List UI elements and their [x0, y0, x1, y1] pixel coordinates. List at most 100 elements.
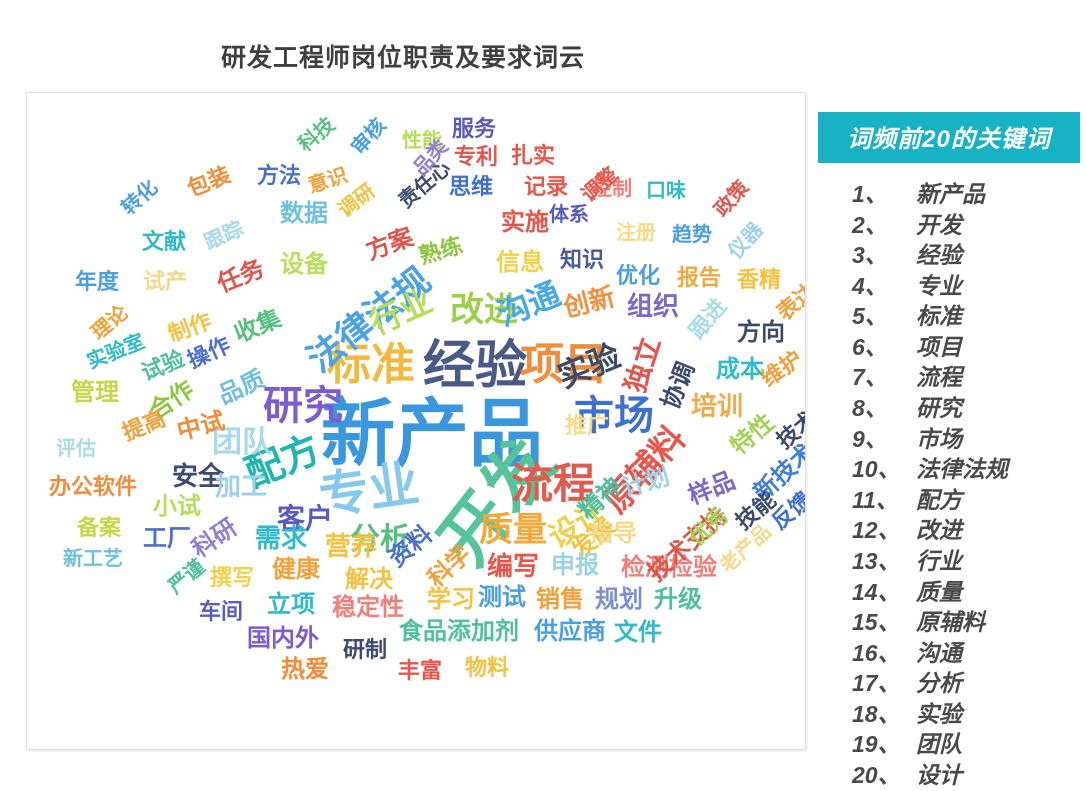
- wordcloud-word: 撰写: [210, 565, 255, 590]
- keyword-rank: 20、: [852, 761, 901, 788]
- wordcloud-word: 食品添加剂: [399, 618, 519, 645]
- wordcloud-word: 销售: [536, 586, 584, 613]
- wordcloud-word: 改进: [450, 291, 518, 329]
- keyword-list-item[interactable]: 9、 市场: [818, 424, 1080, 455]
- keyword-term: 设计: [916, 761, 962, 788]
- wordcloud-word: 科研: [187, 513, 243, 564]
- wordcloud-word: 创新: [560, 281, 618, 323]
- keyword-list-item[interactable]: 15、 原辅料: [818, 607, 1080, 638]
- wordcloud-word: 营养: [325, 531, 378, 561]
- keyword-list-item[interactable]: 12、 改进: [818, 515, 1080, 546]
- keyword-list-item[interactable]: 16、 沟通: [818, 638, 1080, 669]
- keyword-term: 实验: [916, 700, 962, 727]
- wordcloud-word: 国内外: [247, 625, 319, 652]
- wordcloud-word: 检测检验: [621, 554, 717, 581]
- keyword-list-item[interactable]: 10、 法律法规: [818, 454, 1080, 485]
- wordcloud-word: 实验室: [84, 330, 148, 374]
- keyword-list-item[interactable]: 19、 团队: [818, 729, 1080, 760]
- wordcloud-word: 扎实: [511, 143, 556, 168]
- keyword-list-item[interactable]: 4、 专业: [818, 271, 1080, 302]
- keyword-term: 项目: [916, 333, 962, 360]
- keyword-rank: 6、: [852, 333, 888, 360]
- keyword-list-item[interactable]: 13、 行业: [818, 546, 1080, 577]
- page-title: 研发工程师岗位职责及要求词云: [220, 44, 585, 72]
- wordcloud-word: 市场: [574, 394, 654, 438]
- keyword-rank: 17、: [852, 670, 901, 697]
- wordcloud-word: 研制: [343, 637, 388, 662]
- wordcloud-word: 文献: [142, 229, 187, 254]
- keyword-list-item[interactable]: 8、 研究: [818, 393, 1080, 424]
- wordcloud-word: 记录: [524, 174, 569, 199]
- wordcloud-word: 小试: [153, 493, 201, 520]
- keyword-term: 研究: [916, 395, 962, 422]
- wordcloud-word: 热爱: [281, 656, 329, 683]
- wordcloud-word: 车间: [199, 599, 244, 624]
- keyword-list-item[interactable]: 20、 设计: [818, 760, 1080, 791]
- wordcloud-word: 文件: [614, 619, 662, 646]
- keyword-list-item[interactable]: 6、 项目: [818, 332, 1080, 363]
- keyword-rank: 9、: [852, 425, 888, 452]
- wordcloud-word: 升级: [654, 586, 702, 613]
- keyword-rank: 8、: [852, 395, 888, 422]
- wordcloud-word: 备案: [77, 515, 122, 540]
- keyword-list-item[interactable]: 5、 标准: [818, 301, 1080, 332]
- wordcloud-word: 规划: [595, 586, 643, 613]
- keyword-list-item[interactable]: 14、 质量: [818, 577, 1080, 608]
- wordcloud-word: 培训: [691, 391, 744, 421]
- keyword-list-item[interactable]: 2、 开发: [818, 210, 1080, 241]
- keyword-term: 法律法规: [916, 456, 1008, 483]
- wordcloud-word: 编写: [487, 551, 540, 581]
- wordcloud-word: 立项: [267, 591, 315, 618]
- wordcloud-word: 独立: [619, 333, 666, 397]
- keyword-rank: 14、: [852, 578, 901, 605]
- keyword-list-item[interactable]: 3、 经验: [818, 240, 1080, 271]
- wordcloud-word: 学习: [427, 586, 475, 613]
- wordcloud-word: 研究: [263, 384, 343, 428]
- keyword-rank: 19、: [852, 731, 901, 758]
- wordcloud-word: 团队: [212, 426, 272, 459]
- keyword-term: 市场: [916, 425, 962, 452]
- wordcloud-canvas: 新产品 开发 经验 专业 标准 项目 流程 研究 市场 法律法规 配方 改进 行业 质量 原辅料 沟通 分析 实验…: [27, 93, 805, 749]
- wordcloud-word: 专利: [454, 144, 499, 169]
- keyword-rank: 10、: [852, 456, 901, 483]
- wordcloud-word: 口味: [646, 180, 686, 202]
- keyword-term: 开发: [916, 211, 962, 238]
- wordcloud-word: 体系: [549, 204, 589, 226]
- wordcloud-word: 管理: [71, 379, 119, 406]
- keyword-list-item[interactable]: 17、 分析: [818, 668, 1080, 699]
- keyword-list-item[interactable]: 18、 实验: [818, 699, 1080, 730]
- wordcloud-word: 收集: [230, 305, 286, 349]
- keyword-list-item[interactable]: 11、 配方: [818, 485, 1080, 516]
- wordcloud-word: 科技: [294, 113, 340, 157]
- wordcloud-word: 测试: [478, 584, 526, 611]
- wordcloud-word: 加工: [215, 471, 268, 501]
- wordcloud-card: 新产品 开发 经验 专业 标准 项目 流程 研究 市场 法律法规 配方 改进 行业 质量 原辅料 沟通 分析 实验…: [26, 92, 806, 750]
- wordcloud-word: 服务: [452, 116, 497, 141]
- wordcloud-word: 设备: [280, 251, 328, 278]
- wordcloud-word: 方法: [257, 163, 302, 188]
- wordcloud-word: 指导: [589, 520, 637, 547]
- wordcloud-word: 客户: [277, 503, 334, 534]
- keyword-term: 分析: [916, 670, 962, 697]
- keyword-list-item[interactable]: 1、 新产品: [818, 179, 1080, 210]
- wordcloud-word: 注册: [616, 222, 656, 244]
- wordcloud-word: 香精: [737, 267, 782, 292]
- wordcloud-word: 成本: [716, 356, 764, 383]
- wordcloud-word: 控制: [592, 178, 632, 200]
- wordcloud-word: 品质: [214, 365, 270, 410]
- keyword-term: 标准: [916, 303, 962, 330]
- keyword-list: 1、 新产品 2、 开发 3、 经验 4、 专业 5、 标准 6、 项目 7、 流程 8、 研究 9、 市场 10、…: [818, 163, 1080, 791]
- keyword-rank: 1、: [852, 181, 888, 207]
- wordcloud-word: 丰富: [398, 658, 443, 683]
- keyword-panel: 词频前20的关键词 1、 新产品 2、 开发 3、 经验 4、 专业 5、 标准 6、 项目 7、 流程 8…: [818, 112, 1080, 791]
- keyword-term: 经验: [916, 242, 962, 269]
- keyword-panel-header: 词频前20的关键词: [818, 112, 1080, 163]
- wordcloud-word: 工厂: [143, 525, 191, 552]
- keyword-term: 团队: [916, 731, 962, 758]
- keyword-list-item[interactable]: 7、 流程: [818, 362, 1080, 393]
- wordcloud-word: 办公软件: [49, 474, 138, 499]
- wordcloud-word: 任务: [213, 255, 269, 299]
- wordcloud-word: 流程: [511, 460, 596, 507]
- keyword-term: 质量: [916, 578, 962, 605]
- wordcloud-word: 解决: [345, 566, 393, 593]
